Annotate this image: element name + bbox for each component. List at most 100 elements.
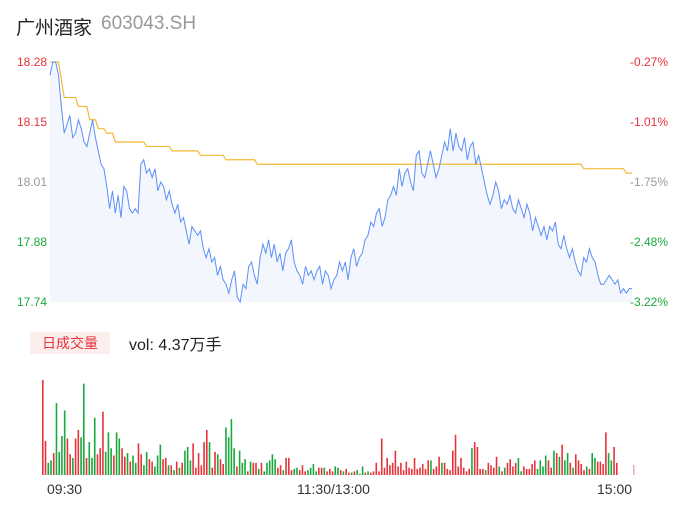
pct-tick-3: -1.75% — [630, 175, 669, 189]
y-tick-1: 18.28 — [16, 55, 47, 69]
volume-bar — [55, 403, 58, 475]
volume-bar — [473, 442, 476, 475]
volume-bar — [353, 471, 356, 475]
volume-bar — [523, 466, 525, 475]
volume-bar — [154, 466, 156, 475]
pct-tick-1: -0.27% — [630, 55, 669, 69]
volume-bar — [599, 461, 602, 475]
volume-bar — [126, 453, 129, 475]
volume-bar — [255, 462, 257, 475]
volume-bar — [501, 471, 503, 475]
volume-bar — [435, 466, 438, 475]
volume-bar — [329, 468, 331, 475]
volume-bar — [509, 459, 511, 475]
volume-bar — [610, 460, 613, 475]
volume-bar — [449, 470, 451, 475]
volume-bar — [115, 432, 118, 475]
volume-bar — [468, 468, 470, 475]
volume-bar — [203, 442, 205, 475]
volume-readout: vol: 4.37万手 — [129, 337, 222, 354]
volume-bar — [271, 454, 274, 475]
stock-name: 广州酒家 — [16, 18, 93, 39]
volume-bar — [498, 466, 501, 475]
volume-bar — [602, 464, 604, 475]
volume-bar — [350, 472, 353, 475]
volume-bar — [162, 459, 164, 475]
volume-bar — [296, 467, 298, 475]
volume-bar — [607, 453, 610, 475]
volume-bar — [580, 464, 583, 475]
volume-bar — [438, 456, 440, 475]
volume-bar — [331, 471, 334, 475]
volume-bar — [588, 468, 591, 475]
volume-bar — [66, 438, 69, 475]
volume-bar — [460, 457, 462, 475]
volume-bar — [550, 467, 552, 475]
volume-bar — [348, 472, 350, 475]
volume-bar — [197, 453, 200, 475]
volume-bar — [134, 462, 137, 475]
volume-bar — [476, 446, 479, 475]
volume-bar — [506, 462, 509, 475]
volume-bar — [167, 465, 170, 475]
volume-bar — [389, 465, 391, 475]
volume-bar — [225, 427, 227, 475]
volume-bar — [356, 470, 358, 475]
volume-bar — [427, 460, 429, 475]
volume-bar — [512, 466, 514, 475]
volume-bar — [72, 457, 74, 475]
volume-bar — [613, 446, 615, 475]
volume-bar — [528, 468, 531, 475]
volume-bar — [233, 448, 235, 475]
volume-bar — [339, 470, 342, 475]
y-tick-5: 17.74 — [16, 295, 47, 309]
volume-bar — [364, 472, 367, 475]
volume-bar — [452, 450, 454, 475]
volume-bar — [170, 465, 173, 475]
volume-bar — [222, 464, 224, 475]
volume-bar — [525, 468, 528, 475]
volume-bar — [359, 473, 361, 475]
volume-bar — [383, 467, 386, 475]
volume-bar — [326, 471, 328, 475]
volume-bar — [307, 470, 309, 475]
volume-bar — [503, 467, 506, 475]
volume-bar — [293, 468, 296, 475]
volume-bar — [361, 466, 364, 475]
volume-bar — [372, 471, 375, 475]
volume-bar — [304, 471, 306, 475]
volume-bar — [575, 454, 577, 475]
volume-bar — [315, 471, 317, 475]
volume-bar — [69, 454, 71, 475]
volume-bar — [487, 462, 490, 475]
volume-bar — [184, 450, 186, 475]
volume-bar — [140, 454, 142, 475]
volume-bar — [83, 383, 85, 475]
volume-bar — [345, 468, 347, 475]
volume-bar — [104, 451, 107, 475]
volume-bar — [424, 468, 427, 475]
x-tick-close: 15:00 — [597, 481, 633, 497]
volume-bar — [91, 457, 93, 475]
volume-bar — [263, 471, 265, 475]
volume-badge: 日成交量 — [30, 332, 110, 354]
volume-bar — [44, 440, 47, 475]
volume-bar — [132, 455, 134, 475]
volume-bar — [156, 455, 159, 475]
volume-bar — [244, 459, 246, 475]
volume-bar — [189, 460, 192, 475]
volume-bar — [561, 444, 563, 475]
stock-code: 603043.SH — [101, 13, 197, 34]
volume-bar — [85, 457, 88, 475]
volume-bar — [236, 466, 238, 475]
volume-bar — [465, 471, 468, 475]
volume-bar — [544, 455, 547, 475]
volume-bar — [370, 472, 372, 475]
volume-bar — [277, 467, 279, 475]
volume-bar — [616, 462, 618, 475]
volume-bar — [107, 432, 110, 475]
volume-bar — [102, 411, 104, 475]
volume-bar — [421, 464, 424, 475]
volume-bar — [50, 460, 52, 475]
volume-bar — [320, 467, 323, 475]
